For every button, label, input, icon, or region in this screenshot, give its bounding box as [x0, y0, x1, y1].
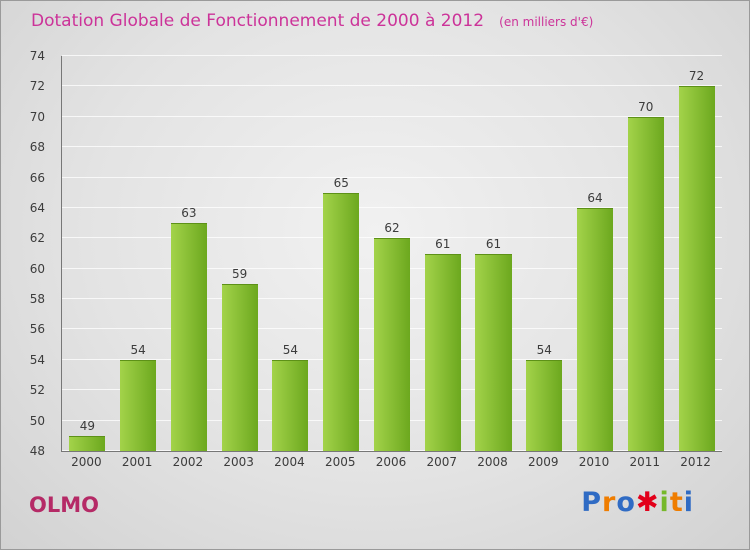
bar-slot: 61 — [417, 56, 468, 451]
x-tick-label: 2009 — [528, 455, 559, 469]
x-tick-label: 2000 — [71, 455, 102, 469]
bar — [272, 359, 309, 451]
bar-value-label: 70 — [638, 99, 654, 114]
bar-value-label: 54 — [536, 342, 552, 357]
bar — [170, 223, 207, 451]
bar-value-label: 59 — [232, 266, 248, 281]
bar-value-label: 61 — [485, 236, 502, 251]
bar-slot: 64 — [570, 56, 621, 451]
y-tick-label: 60 — [29, 261, 45, 276]
proxiti-logo-letter: t — [669, 487, 684, 518]
bar — [120, 359, 157, 451]
bar-value-label: 49 — [79, 418, 96, 433]
chart-title: Dotation Globale de Fonctionnement de 20… — [31, 11, 485, 31]
bar — [221, 283, 258, 451]
x-tick-label: 2010 — [578, 455, 610, 469]
footer-olmo-label: OLMO — [29, 493, 99, 517]
x-tick-label: 2002 — [172, 455, 204, 469]
y-tick-label: 66 — [29, 170, 45, 185]
bar-value-label: 54 — [130, 342, 146, 357]
y-tick-label: 50 — [29, 413, 45, 428]
bar-value-label: 63 — [181, 206, 197, 221]
chart-header: Dotation Globale de Fonctionnement de 20… — [31, 11, 593, 31]
chart-subtitle: (en milliers d'€) — [499, 15, 594, 29]
bar — [475, 253, 512, 451]
x-tick-label: 2006 — [375, 455, 407, 469]
bar-value-label: 54 — [282, 342, 299, 357]
bars-container: 49 54 63 59 54 65 62 61 61 54 64 70 72 — [62, 56, 722, 451]
bar-value-label: 62 — [384, 221, 400, 236]
proxiti-logo-letter: i — [659, 487, 670, 518]
gridline — [62, 146, 722, 148]
bar-slot: 54 — [113, 56, 164, 451]
x-tick-label: 2004 — [274, 455, 305, 469]
bar — [627, 116, 664, 451]
x-axis-tick-labels: 2000 2001 2002 2003 2004 2005 2006 2007 2008 2009… — [61, 455, 721, 469]
bar — [678, 86, 715, 451]
gridline — [62, 115, 722, 117]
bar-value-label: 64 — [587, 190, 603, 205]
gridline — [62, 237, 722, 239]
y-tick-label: 52 — [29, 383, 45, 398]
y-tick-label: 70 — [29, 109, 45, 124]
x-tick-label: 2005 — [324, 455, 356, 469]
gridline — [62, 55, 722, 56]
bar-slot: 61 — [468, 56, 519, 451]
bar-slot: 65 — [316, 56, 367, 451]
gridline — [62, 85, 722, 87]
x-tick-label: 2001 — [121, 455, 153, 469]
x-tick-label: 2011 — [629, 455, 661, 469]
bar — [69, 435, 106, 451]
bar-slot: 59 — [214, 56, 265, 451]
bar-value-label: 65 — [333, 175, 349, 190]
y-tick-label: 54 — [29, 352, 45, 367]
bar-slot: 49 — [62, 56, 113, 451]
bar-slot: 63 — [164, 56, 215, 451]
y-tick-label: 72 — [29, 79, 45, 94]
y-tick-label: 64 — [29, 200, 45, 215]
y-tick-label: 58 — [29, 292, 45, 307]
y-tick-label: 74 — [29, 49, 45, 63]
bar-slot: 54 — [519, 56, 570, 451]
bar — [577, 207, 614, 451]
y-axis-tick-labels: 48 50 52 54 56 58 60 62 64 66 68 70 72 74 — [1, 49, 53, 458]
bar-slot: 62 — [367, 56, 418, 451]
proxiti-logo-letter: o — [616, 487, 636, 518]
x-tick-label: 2007 — [426, 455, 458, 469]
bar-value-label: 72 — [688, 69, 705, 84]
bar-slot: 72 — [671, 56, 722, 451]
proxiti-logo: Pro✱iti — [581, 487, 694, 518]
proxiti-logo-letter: r — [602, 487, 617, 518]
bar-slot: 54 — [265, 56, 316, 451]
x-tick-label: 2003 — [223, 455, 254, 469]
bar-value-label: 61 — [435, 236, 451, 251]
y-tick-label: 48 — [29, 444, 45, 458]
gridline — [62, 176, 722, 178]
bar-slot: 70 — [620, 56, 671, 451]
bar — [526, 359, 563, 451]
gridline — [62, 206, 722, 208]
x-tick-label: 2012 — [680, 455, 711, 469]
y-tick-label: 56 — [29, 322, 45, 337]
bar — [323, 192, 360, 451]
y-tick-label: 62 — [29, 231, 45, 246]
y-tick-label: 68 — [29, 140, 45, 155]
proxiti-logo-letter: i — [683, 487, 694, 518]
bar — [424, 253, 461, 451]
x-tick-label: 2008 — [477, 455, 508, 469]
bar — [373, 238, 410, 451]
proxiti-logo-letter: ✱ — [635, 487, 660, 518]
proxiti-logo-letter: P — [581, 487, 603, 518]
plot-area: 49 54 63 59 54 65 62 61 61 54 64 70 72 — [61, 55, 722, 452]
